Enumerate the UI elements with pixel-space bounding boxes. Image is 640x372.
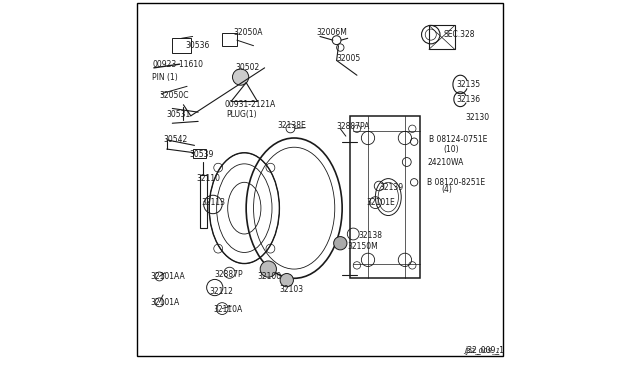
Text: 32135: 32135	[456, 80, 481, 89]
Text: 32050C: 32050C	[159, 91, 189, 100]
Text: 32887PA: 32887PA	[337, 122, 370, 131]
Text: (10): (10)	[444, 145, 460, 154]
Bar	[222, 33, 237, 46]
Circle shape	[232, 69, 249, 85]
Circle shape	[260, 261, 276, 277]
Text: 24210WA: 24210WA	[427, 157, 463, 167]
Text: 32101A: 32101A	[150, 298, 179, 307]
Text: 32138E: 32138E	[278, 121, 307, 129]
Text: 32139: 32139	[379, 183, 403, 192]
Text: 32113: 32113	[202, 198, 226, 207]
Text: 32101E: 32101E	[366, 198, 395, 207]
Text: 32100: 32100	[257, 272, 282, 281]
Text: 32136: 32136	[456, 95, 481, 104]
Text: 30531: 30531	[167, 109, 191, 119]
Circle shape	[333, 237, 347, 250]
Bar	[429, 25, 455, 49]
Text: 32005: 32005	[337, 54, 361, 63]
Text: SEC.328: SEC.328	[444, 30, 475, 39]
Text: 32103: 32103	[280, 285, 303, 294]
Text: 00923-11610: 00923-11610	[152, 60, 203, 69]
Text: 00931-2121A: 00931-2121A	[224, 100, 275, 109]
Text: J32_009_1: J32_009_1	[466, 346, 505, 355]
Text: 30536: 30536	[185, 41, 210, 50]
Text: PLUG(1): PLUG(1)	[226, 109, 257, 119]
Text: 32110: 32110	[196, 174, 220, 183]
Text: (4): (4)	[442, 185, 452, 194]
Text: 32112: 32112	[209, 287, 233, 296]
Text: 30502: 30502	[235, 63, 259, 72]
Bar	[172, 38, 191, 53]
Text: 32101AA: 32101AA	[150, 272, 185, 281]
Text: 32130: 32130	[466, 113, 490, 122]
Text: B 08124-0751E: B 08124-0751E	[429, 135, 487, 144]
Bar	[200, 175, 207, 228]
Text: 30542: 30542	[163, 135, 188, 144]
Text: PIN (1): PIN (1)	[152, 73, 178, 81]
Text: 32050A: 32050A	[233, 28, 263, 37]
Text: 32110A: 32110A	[213, 305, 242, 314]
Text: 32006M: 32006M	[316, 28, 347, 37]
Text: B 08120-8251E: B 08120-8251E	[427, 178, 485, 187]
Text: J32_009_1: J32_009_1	[464, 347, 500, 354]
Text: 30539: 30539	[189, 150, 213, 159]
Bar	[349, 116, 420, 278]
Text: 32150M: 32150M	[348, 243, 378, 251]
Text: 32138: 32138	[359, 231, 383, 240]
Text: 32887P: 32887P	[215, 270, 243, 279]
Bar	[193, 149, 205, 158]
Circle shape	[280, 273, 293, 287]
